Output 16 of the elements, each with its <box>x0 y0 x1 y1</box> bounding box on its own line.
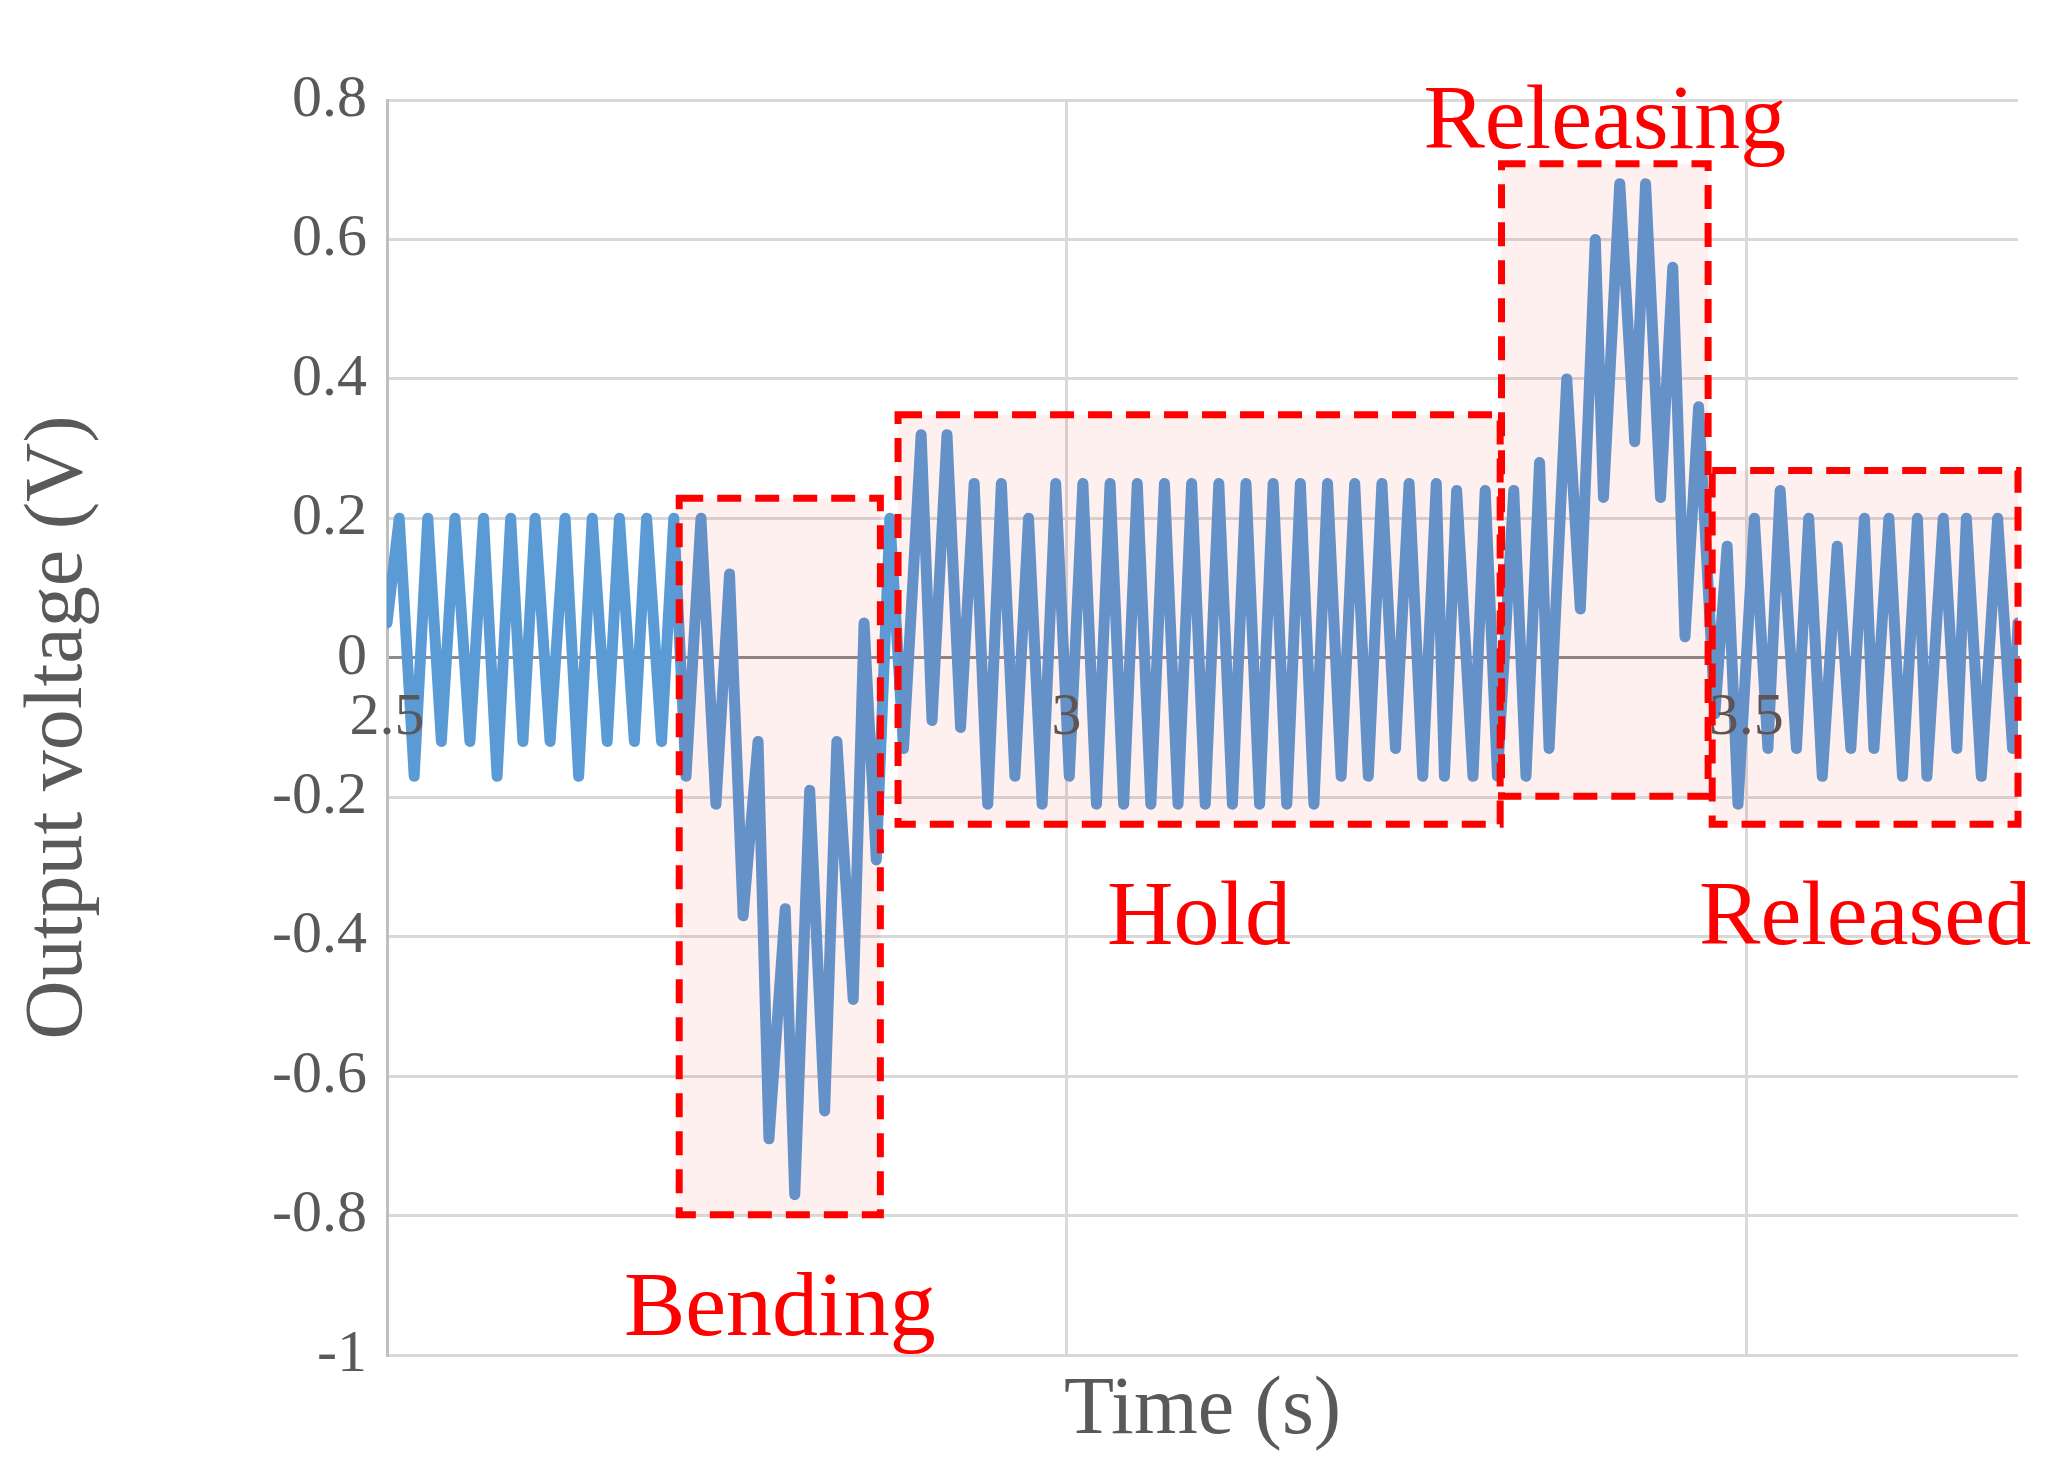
y-tick-label: -0.2 <box>272 759 367 826</box>
y-tick-label: -0.4 <box>272 899 367 966</box>
y-tick-label: 0.6 <box>292 202 367 269</box>
band-label: Releasing <box>1423 65 1787 168</box>
y-tick-label: 0 <box>337 620 367 687</box>
y-tick-label: -1 <box>317 1317 367 1384</box>
y-tick-label: 0.2 <box>292 481 367 548</box>
x-axis-title: Time (s) <box>1063 1359 1342 1451</box>
band-label: Bending <box>623 1252 936 1355</box>
y-tick-label: -0.6 <box>272 1038 367 1105</box>
y-tick-label: 0.8 <box>292 62 367 129</box>
band-label: Hold <box>1107 862 1292 965</box>
band-label: Released <box>1699 862 2032 965</box>
y-tick-label: 0.4 <box>292 341 367 408</box>
y-axis-title: Output voltage (V) <box>7 415 99 1040</box>
y-tick-label: -0.8 <box>272 1178 367 1245</box>
